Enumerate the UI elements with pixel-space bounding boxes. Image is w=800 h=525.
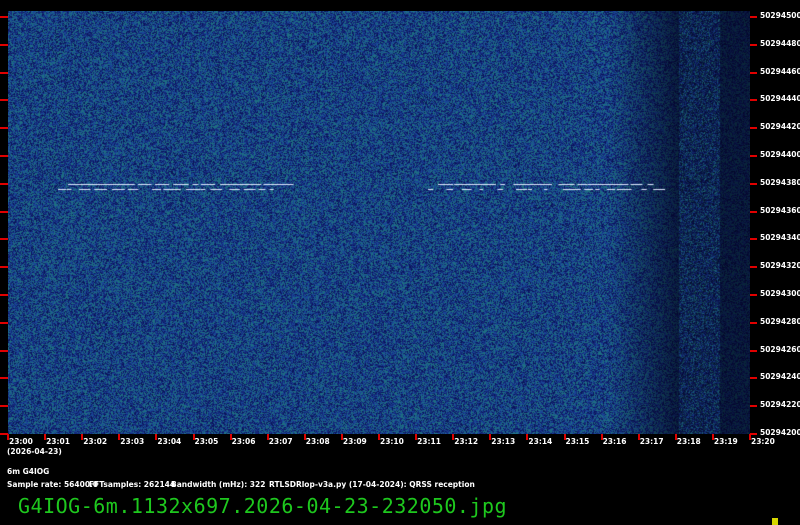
- filename: G4IOG-6m.1132x697.2026-04-23-232050.jpg: [18, 494, 508, 518]
- software-label: RTLSDRlop-v3a.py (17-04-2024): QRSS rece…: [269, 480, 475, 489]
- sample-rate: Sample rate: 56400.0: [7, 480, 99, 489]
- freq-label: 50294200: [760, 428, 800, 437]
- freq-label: 50294500: [760, 11, 800, 20]
- time-label: 23:18: [676, 437, 701, 446]
- freq-tick: [0, 71, 8, 74]
- freq-label: 50294220: [760, 400, 800, 410]
- time-label: 23:14: [528, 437, 553, 446]
- time-label: 23:15: [565, 437, 590, 446]
- freq-tick: [750, 127, 757, 130]
- freq-label: 50294260: [760, 344, 800, 354]
- time-label: 23:12: [454, 437, 479, 446]
- time-label: 23:17: [639, 437, 664, 446]
- time-tick: [600, 434, 603, 440]
- time-tick: [192, 434, 195, 440]
- freq-tick: [0, 377, 8, 380]
- freq-tick: [0, 433, 8, 435]
- freq-label: 50294420: [760, 122, 800, 132]
- freq-tick: [750, 266, 757, 269]
- time-label: 23:00: [9, 437, 33, 446]
- time-tick: [340, 434, 343, 440]
- time-label: 23:03: [120, 437, 145, 446]
- time-tick: [749, 434, 751, 440]
- freq-label: 50294240: [760, 372, 800, 382]
- freq-label: 50294400: [760, 150, 800, 159]
- time-tick: [711, 434, 714, 440]
- freq-tick: [750, 99, 757, 102]
- freq-tick: [750, 16, 757, 18]
- freq-tick: [750, 294, 757, 296]
- time-tick: [452, 434, 455, 440]
- freq-tick: [750, 433, 757, 435]
- freq-tick: [0, 321, 8, 324]
- freq-tick: [0, 266, 8, 269]
- time-tick: [155, 434, 158, 440]
- freq-label: 50294480: [760, 38, 800, 48]
- freq-tick: [0, 127, 8, 130]
- freq-label: 50294440: [760, 94, 800, 104]
- freq-tick: [750, 321, 757, 324]
- time-label: 23:11: [417, 437, 441, 446]
- freq-label: 50294360: [760, 205, 800, 215]
- time-label: 23:08: [305, 437, 330, 446]
- freq-tick: [0, 155, 8, 157]
- time-label: 23:16: [602, 437, 627, 446]
- time-tick: [526, 434, 529, 440]
- time-label: 23:09: [342, 437, 367, 446]
- freq-label: 50294460: [760, 66, 800, 76]
- time-tick: [7, 434, 9, 440]
- freq-tick: [0, 99, 8, 102]
- time-tick: [378, 434, 380, 440]
- time-label: 23:06: [231, 437, 256, 446]
- freq-tick: [0, 294, 8, 296]
- freq-label: 50294380: [760, 177, 800, 187]
- bandwidth: Bandwidth (mHz): 322: [171, 480, 266, 489]
- freq-tick: [0, 405, 8, 408]
- time-label: 23:07: [268, 437, 293, 446]
- time-tick: [266, 434, 269, 440]
- marker: [772, 518, 778, 525]
- freq-tick: [750, 405, 757, 408]
- freq-tick: [750, 71, 757, 74]
- time-label: 23:04: [157, 437, 182, 446]
- freq-label: 50294320: [760, 261, 800, 271]
- fft-samples: FFTsamples: 262144: [89, 480, 176, 489]
- time-label: 23:10: [380, 437, 404, 446]
- time-label: 23:19: [713, 437, 738, 446]
- freq-tick: [750, 210, 757, 213]
- freq-tick: [0, 349, 8, 352]
- time-tick: [637, 434, 640, 440]
- freq-tick: [0, 43, 8, 46]
- freq-tick: [750, 349, 757, 352]
- time-label: 23:02: [83, 437, 108, 446]
- freq-tick: [750, 377, 757, 380]
- freq-label: 50294300: [760, 289, 800, 298]
- time-tick: [489, 434, 492, 440]
- time-label: 23:05: [194, 437, 219, 446]
- freq-tick: [750, 238, 757, 241]
- freq-tick: [750, 182, 757, 185]
- station-label: 6m G4IOG: [7, 467, 50, 476]
- time-label: 23:01: [46, 437, 70, 446]
- time-tick: [415, 434, 418, 440]
- time-tick: [563, 434, 566, 440]
- time-tick: [229, 434, 232, 440]
- time-tick: [674, 434, 677, 440]
- time-tick: [81, 434, 84, 440]
- freq-label: 50294340: [760, 233, 800, 243]
- date-label: (2026-04-23): [7, 447, 62, 456]
- freq-tick: [0, 182, 8, 185]
- spectrogram-waterfall: [8, 11, 750, 434]
- time-tick: [118, 434, 121, 440]
- freq-label: 50294280: [760, 316, 800, 326]
- time-label: 23:13: [491, 437, 516, 446]
- time-tick: [303, 434, 306, 440]
- freq-tick: [750, 155, 757, 157]
- freq-tick: [750, 43, 757, 46]
- freq-tick: [0, 16, 8, 18]
- time-tick: [44, 434, 47, 440]
- freq-tick: [0, 210, 8, 213]
- time-label: 23:20: [751, 437, 775, 446]
- freq-tick: [0, 238, 8, 241]
